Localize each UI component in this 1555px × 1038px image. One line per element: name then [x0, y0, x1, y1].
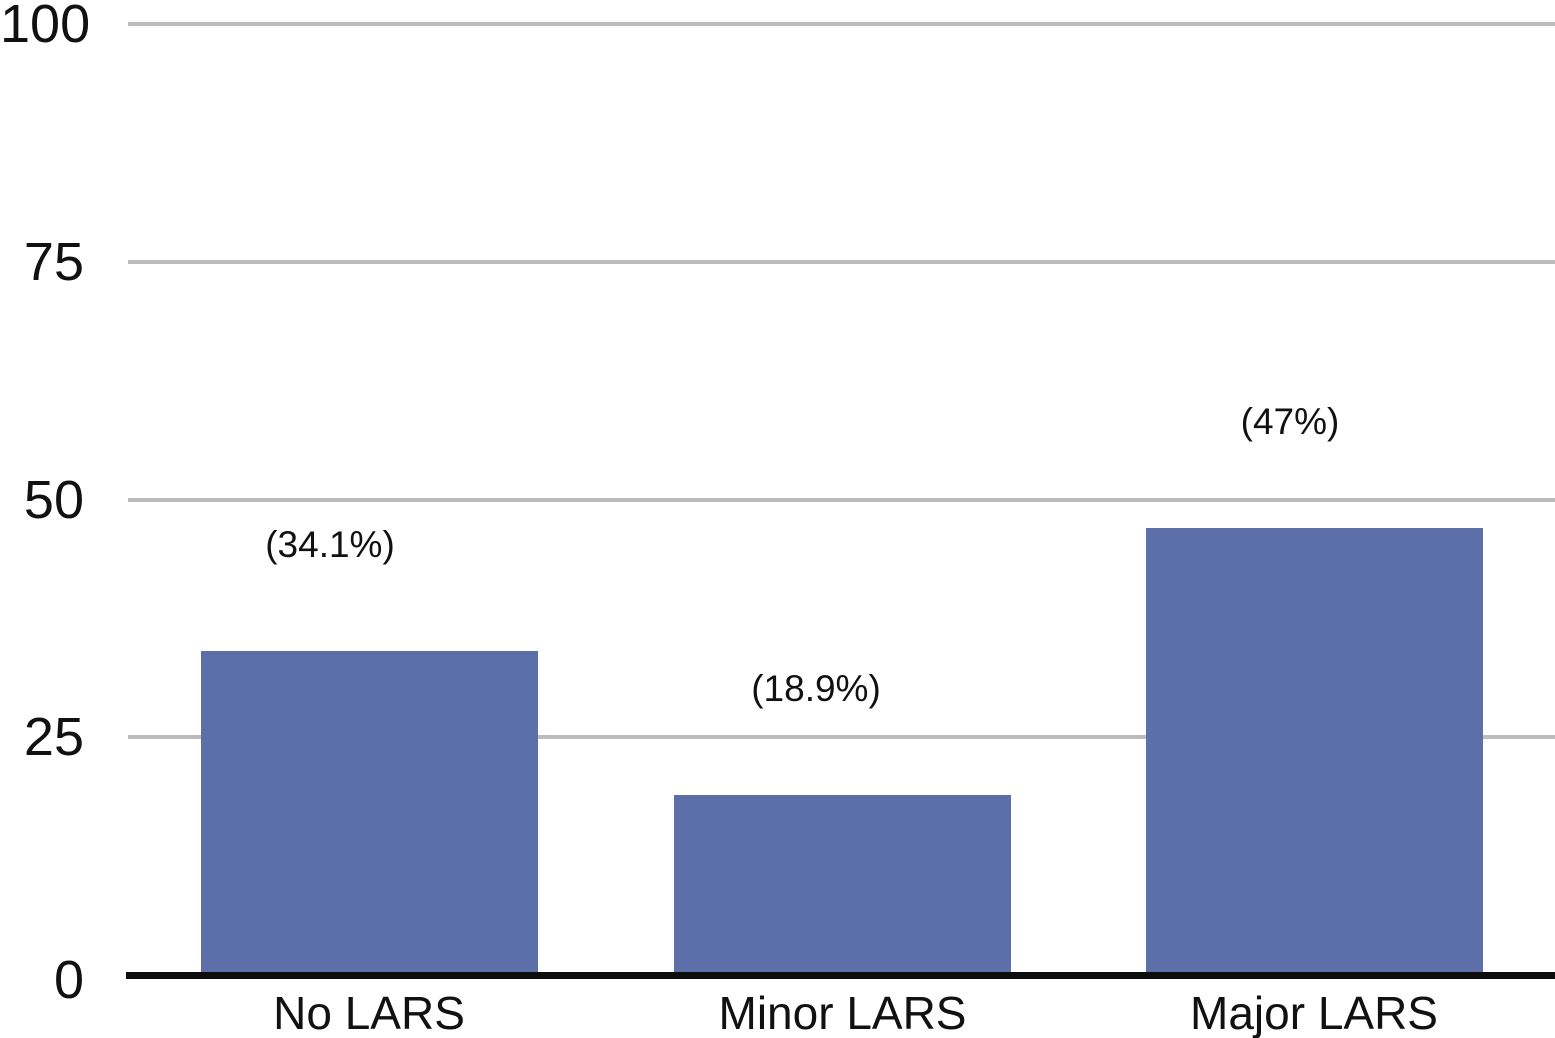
category-label-no-lars: No LARS [273, 987, 465, 1038]
gridline-50 [128, 497, 1555, 502]
bar-value-label-minor-lars: (18.9%) [751, 668, 881, 710]
bar-major-lars [1145, 528, 1483, 975]
bar-value-label-no-lars: (34.1%) [265, 523, 395, 565]
y-tick-label-0: 0 [53, 950, 84, 1010]
gridline-75 [128, 259, 1555, 264]
gridline-100 [128, 22, 1555, 26]
y-tick-label-100: 100 [0, 0, 91, 54]
bar-value-label-major-lars: (47%) [1240, 401, 1340, 443]
x-axis-line [126, 972, 1555, 979]
y-tick-label-50: 50 [23, 469, 84, 530]
y-tick-label-75: 75 [23, 231, 84, 292]
category-label-minor-lars: Minor LARS [718, 987, 967, 1038]
bar-minor-lars [674, 795, 1011, 975]
gridline-25 [128, 735, 1555, 740]
category-label-major-lars: Major LARS [1190, 987, 1438, 1038]
bar-no-lars [200, 650, 538, 975]
y-tick-label-25: 25 [23, 707, 84, 768]
